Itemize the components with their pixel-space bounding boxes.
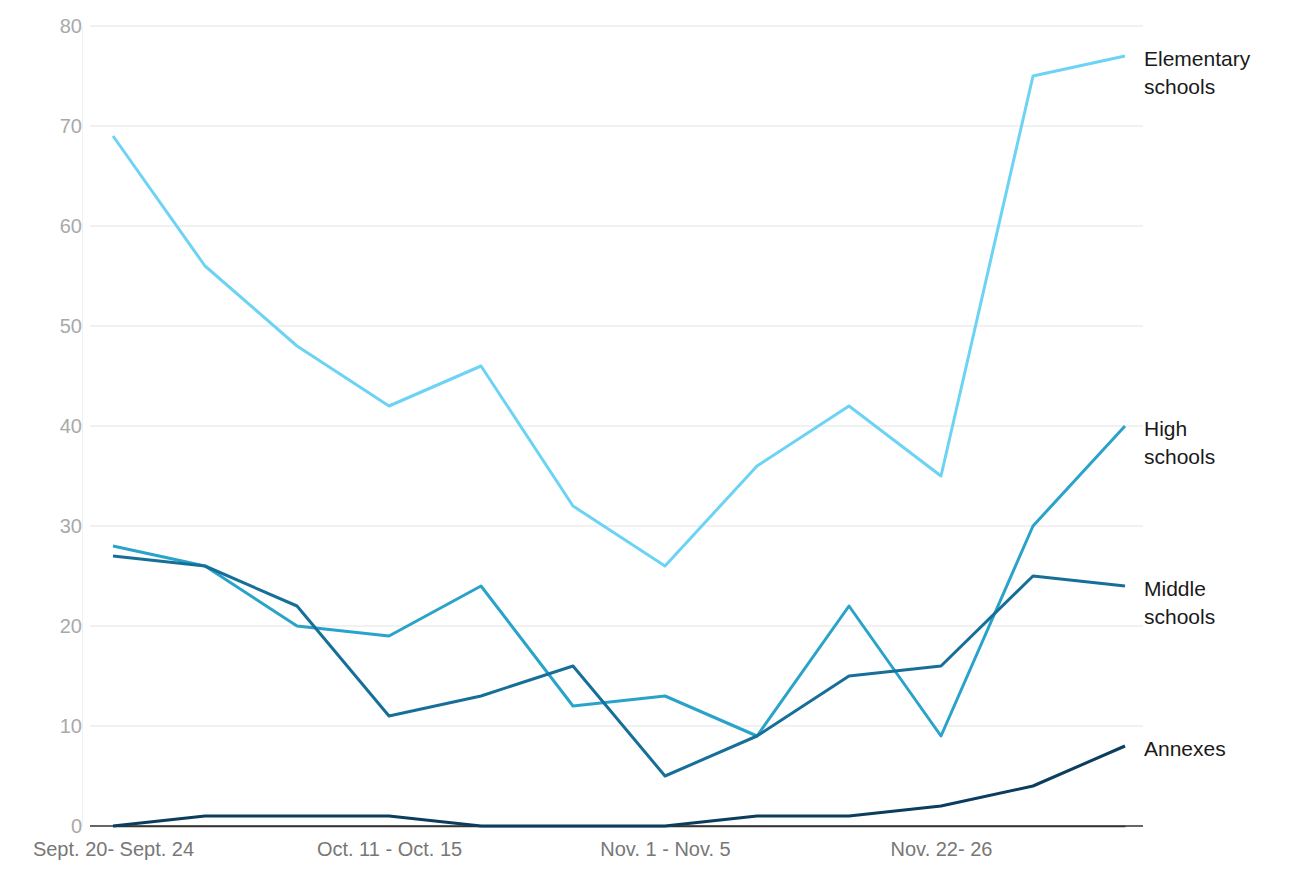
series-label-line: High	[1144, 417, 1187, 440]
series-label-line: schools	[1144, 445, 1215, 468]
y-tick-label: 10	[60, 715, 82, 737]
series-label-line: schools	[1144, 75, 1215, 98]
series-label: Middle schools	[1144, 577, 1215, 628]
series-label-line: Elementary	[1144, 47, 1251, 70]
y-tick: 30	[60, 515, 82, 537]
series-label-line: Annexes	[1144, 737, 1226, 760]
y-tick: 40	[60, 415, 82, 437]
series-line	[113, 746, 1125, 826]
grid-line	[90, 426, 1143, 427]
series-label: Annexes	[1144, 737, 1226, 760]
grid-line	[90, 26, 1143, 27]
grid	[90, 26, 1143, 826]
grid-line	[90, 126, 1143, 127]
x-tick: Sept. 20- Sept. 24	[33, 826, 194, 860]
lines	[113, 56, 1125, 826]
series-label: Elementary schools	[1144, 47, 1251, 98]
y-axis-line	[82, 27, 83, 827]
y-tick-label: 40	[60, 415, 82, 437]
x-tick-label: Nov. 1 - Nov. 5	[600, 838, 730, 860]
series-label-line: Middle	[1144, 577, 1206, 600]
y-tick: 60	[60, 215, 82, 237]
grid-line	[90, 626, 1143, 627]
grid-line	[90, 226, 1143, 227]
series-line	[113, 426, 1125, 736]
y-tick: 50	[60, 315, 82, 337]
series-labels: Elementary schools High schools Middle school…	[1144, 47, 1251, 760]
y-tick-label: 0	[71, 815, 82, 837]
x-tick-label: Oct. 11 - Oct. 15	[317, 838, 462, 860]
y-tick-label: 20	[60, 615, 82, 637]
y-axis: 0 10 20 30 40 50 60 70 80	[60, 15, 83, 837]
y-tick-label: 80	[60, 15, 82, 37]
y-tick: 10	[60, 715, 82, 737]
x-tick: Nov. 1 - Nov. 5	[600, 826, 730, 860]
y-tick-label: 50	[60, 315, 82, 337]
y-tick: 0	[71, 815, 82, 837]
series-label-line: schools	[1144, 605, 1215, 628]
grid-line	[90, 726, 1143, 727]
x-tick: Oct. 11 - Oct. 15	[317, 826, 462, 860]
x-tick-label: Nov. 22- 26	[891, 838, 993, 860]
y-tick-label: 30	[60, 515, 82, 537]
chart: 0 10 20 30 40 50 60 70 80 Sept. 20- Sept. 24 Oct. …	[0, 0, 1304, 893]
y-tick-label: 70	[60, 115, 82, 137]
y-tick: 20	[60, 615, 82, 637]
series-label: High schools	[1144, 417, 1215, 468]
x-axis: Sept. 20- Sept. 24 Oct. 11 - Oct. 15 Nov. …	[33, 826, 1126, 860]
y-tick-label: 60	[60, 215, 82, 237]
y-tick: 80	[60, 15, 82, 37]
x-tick: Nov. 22- 26	[891, 826, 993, 860]
grid-line	[90, 526, 1143, 527]
x-tick-label: Sept. 20- Sept. 24	[33, 838, 194, 860]
series-line	[113, 556, 1125, 776]
series-line	[113, 56, 1125, 566]
grid-line	[90, 326, 1143, 327]
y-tick: 70	[60, 115, 82, 137]
